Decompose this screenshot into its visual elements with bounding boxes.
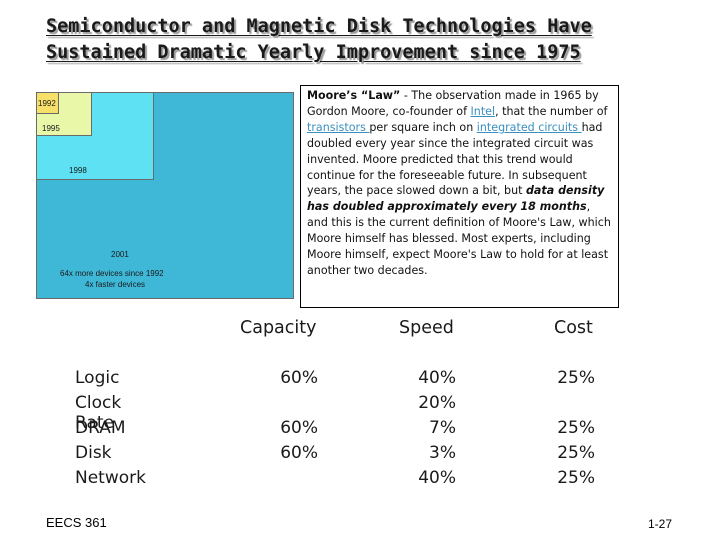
transistors-link[interactable]: transistors	[307, 120, 370, 134]
device-growth-diagram: 1992 1995 1998 2001 64x more devices sin…	[36, 92, 294, 299]
cell-network-cost: 25%	[557, 468, 595, 488]
cell-dram-cost: 25%	[557, 418, 595, 438]
cell-disk-cost: 25%	[557, 443, 595, 463]
label-1998: 1998	[69, 166, 87, 175]
page-number: 1-27	[648, 517, 673, 531]
cell-logic-capacity: 60%	[280, 368, 318, 388]
row-label-network: Network	[75, 468, 146, 488]
cell-logic-speed: 40%	[418, 368, 456, 388]
slide-title-line-2: Sustained Dramatic Yearly Improvement si…	[46, 42, 581, 63]
row-label-clock-rate: Clock Rate	[75, 393, 122, 433]
cell-dram-capacity: 60%	[280, 418, 318, 438]
moores-law-emphasis: data density has doubled approximately e…	[307, 184, 605, 214]
label-faster-devices: 4x faster devices	[85, 280, 146, 289]
cell-disk-speed: 3%	[429, 443, 456, 463]
moores-law-text-1: - The observation made in 1965 by Gordon…	[307, 89, 599, 118]
moores-law-heading: Moore’s “Law”	[307, 89, 401, 102]
label-2001: 2001	[111, 250, 129, 259]
cell-clock-rate-speed: 20%	[418, 393, 456, 413]
label-1995: 1995	[42, 124, 60, 133]
region-1992	[37, 93, 59, 114]
label-more-devices: 64x more devices since 1992	[60, 269, 164, 278]
moores-law-textbox: Moore’s “Law” - The observation made in …	[300, 85, 619, 308]
header-capacity: Capacity	[240, 318, 317, 338]
moores-law-text-2: , that the number of	[495, 104, 608, 118]
cell-network-speed: 40%	[418, 468, 456, 488]
slide-title: Semiconductor and Magnetic Disk Technolo…	[46, 14, 646, 66]
header-speed: Speed	[399, 318, 454, 338]
integrated-circuits-link[interactable]: integrated circuits	[476, 120, 582, 134]
row-label-disk: Disk	[75, 443, 112, 463]
course-label: EECS 361	[46, 515, 107, 530]
row-label-logic: Logic	[75, 368, 120, 388]
moores-law-text-3: per square inch on	[369, 120, 477, 134]
row-label-dram: DRAM	[75, 418, 126, 438]
cell-logic-cost: 25%	[557, 368, 595, 388]
moores-law-text-5: , and this is the current definition of …	[307, 200, 611, 277]
header-cost: Cost	[554, 318, 593, 338]
label-1992: 1992	[38, 99, 56, 108]
cell-dram-speed: 7%	[429, 418, 456, 438]
cell-disk-capacity: 60%	[280, 443, 318, 463]
slide-title-line-1: Semiconductor and Magnetic Disk Technolo…	[46, 16, 592, 37]
intel-link[interactable]: Intel	[470, 104, 496, 118]
moores-law-text-4: had doubled every year since the integra…	[307, 120, 603, 198]
